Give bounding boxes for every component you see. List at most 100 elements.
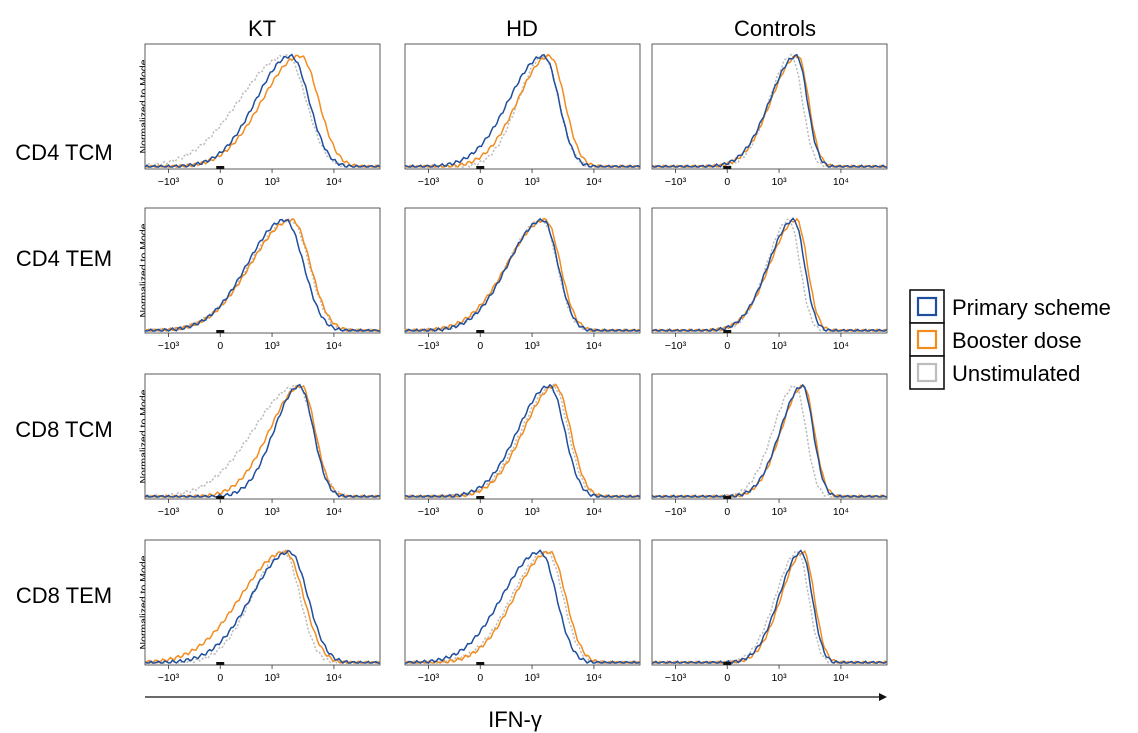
histogram-booster-dose	[651, 549, 888, 664]
zero-bin-mark	[476, 166, 485, 169]
x-tick-label: 10⁴	[326, 176, 342, 188]
x-tick-label: 0	[724, 506, 730, 518]
zero-bin-mark	[216, 662, 225, 665]
panel-cd8-tem-controls: −10³ 0 10³ 10⁴	[651, 539, 888, 684]
legend-label: Primary scheme	[952, 295, 1111, 320]
panel-cd8-tcm-controls: −10³ 0 10³ 10⁴	[651, 373, 888, 518]
x-tick-label: −10³	[418, 176, 440, 188]
x-tick-label: 0	[217, 340, 223, 352]
histogram-primary-scheme	[651, 53, 887, 168]
column-title-controls: Controls	[734, 16, 816, 41]
histogram-unstimulated	[404, 383, 641, 498]
x-tick-label: 10³	[524, 340, 540, 352]
zero-bin-mark	[723, 330, 732, 333]
panel-cd4-tem-hd: −10³ 0 10³ 10⁴	[404, 207, 641, 352]
x-tick-label: 10⁴	[833, 176, 849, 188]
panel-frame	[144, 373, 381, 500]
histogram-booster-dose	[144, 384, 381, 498]
histogram-booster-dose	[144, 54, 380, 168]
zero-bin-mark	[723, 662, 732, 665]
x-tick-label: 10³	[771, 340, 787, 352]
row-title-cd8-tcm: CD8 TCM	[15, 417, 112, 442]
x-tick-label: −10³	[158, 672, 180, 684]
panel-frame	[404, 43, 641, 170]
histogram-unstimulated	[651, 384, 888, 499]
x-tick-label: −10³	[158, 176, 180, 188]
histogram-booster-dose	[404, 53, 640, 169]
legend-swatch-booster-dose	[916, 329, 938, 350]
column-title-kt: KT	[248, 16, 276, 41]
x-tick-label: 10⁴	[833, 506, 849, 518]
histogram-primary-scheme	[405, 383, 641, 498]
panel-cd4-tcm-kt: −10³ 0 10³ 10⁴	[144, 43, 381, 188]
histogram-booster-dose	[652, 217, 888, 332]
histogram-primary-scheme	[651, 217, 888, 332]
panel-cd8-tcm-kt: −10³ 0 10³ 10⁴	[144, 373, 381, 518]
x-tick-label: 10⁴	[586, 176, 602, 188]
x-tick-label: 0	[217, 672, 223, 684]
panel-frame	[651, 373, 888, 500]
panel-cd8-tem-hd: −10³ 0 10³ 10⁴	[404, 539, 641, 684]
histogram-primary-scheme	[405, 549, 641, 665]
x-tick-label: 10³	[524, 506, 540, 518]
x-tick-label: 10³	[771, 176, 787, 188]
x-tick-label: −10³	[665, 176, 687, 188]
x-axis-label: IFN-γ	[488, 707, 542, 732]
x-tick-label: 10³	[771, 672, 787, 684]
x-tick-label: 0	[724, 340, 730, 352]
x-tick-label: −10³	[158, 506, 180, 518]
histogram-primary-scheme	[404, 53, 641, 168]
zero-bin-mark	[216, 166, 225, 169]
x-tick-label: 10⁴	[586, 672, 602, 684]
zero-bin-mark	[476, 662, 485, 665]
zero-bin-mark	[723, 496, 732, 499]
zero-bin-mark	[216, 330, 225, 333]
x-tick-label: 10⁴	[833, 340, 849, 352]
panel-frame	[404, 373, 641, 500]
x-tick-label: 10⁴	[586, 340, 602, 352]
x-tick-label: 10³	[524, 176, 540, 188]
histogram-primary-scheme	[144, 549, 380, 664]
x-tick-label: −10³	[665, 672, 687, 684]
histogram-primary-scheme	[144, 383, 381, 498]
panel-frame	[651, 207, 888, 334]
x-tick-label: 0	[477, 672, 483, 684]
x-tick-label: 10⁴	[326, 506, 342, 518]
histogram-primary-scheme	[144, 218, 380, 332]
x-tick-label: 10⁴	[833, 672, 849, 684]
x-tick-label: 0	[477, 340, 483, 352]
x-tick-label: −10³	[158, 340, 180, 352]
legend-box	[909, 355, 945, 390]
zero-bin-mark	[216, 496, 225, 499]
x-tick-label: 10³	[771, 506, 787, 518]
legend-box	[909, 289, 945, 324]
histogram-primary-scheme	[651, 549, 888, 664]
histogram-unstimulated	[144, 54, 381, 168]
x-tick-label: 0	[217, 506, 223, 518]
row-title-cd4-tcm: CD4 TCM	[15, 140, 112, 165]
x-tick-label: 0	[724, 176, 730, 188]
x-tick-label: −10³	[418, 506, 440, 518]
x-tick-label: 0	[217, 176, 223, 188]
histogram-unstimulated	[404, 550, 641, 664]
x-tick-label: −10³	[665, 506, 687, 518]
panel-frame	[144, 43, 381, 170]
panel-cd8-tcm-hd: −10³ 0 10³ 10⁴	[404, 373, 641, 518]
histogram-primary-scheme	[144, 53, 381, 168]
legend-swatch-primary-scheme	[916, 296, 938, 317]
panel-cd4-tcm-controls: −10³ 0 10³ 10⁴	[651, 43, 888, 188]
legend-label: Unstimulated	[952, 361, 1080, 386]
panel-frame	[651, 539, 888, 666]
panel-frame	[144, 539, 381, 666]
x-tick-label: 0	[724, 672, 730, 684]
panel-frame	[144, 207, 381, 334]
panel-cd4-tcm-hd: −10³ 0 10³ 10⁴	[404, 43, 641, 188]
x-tick-label: 10⁴	[326, 672, 342, 684]
x-tick-label: −10³	[418, 340, 440, 352]
x-tick-label: 10³	[264, 340, 280, 352]
x-tick-label: −10³	[665, 340, 687, 352]
x-tick-label: 10³	[264, 176, 280, 188]
legend-swatch-unstimulated	[916, 362, 938, 383]
panel-frame	[404, 207, 641, 334]
